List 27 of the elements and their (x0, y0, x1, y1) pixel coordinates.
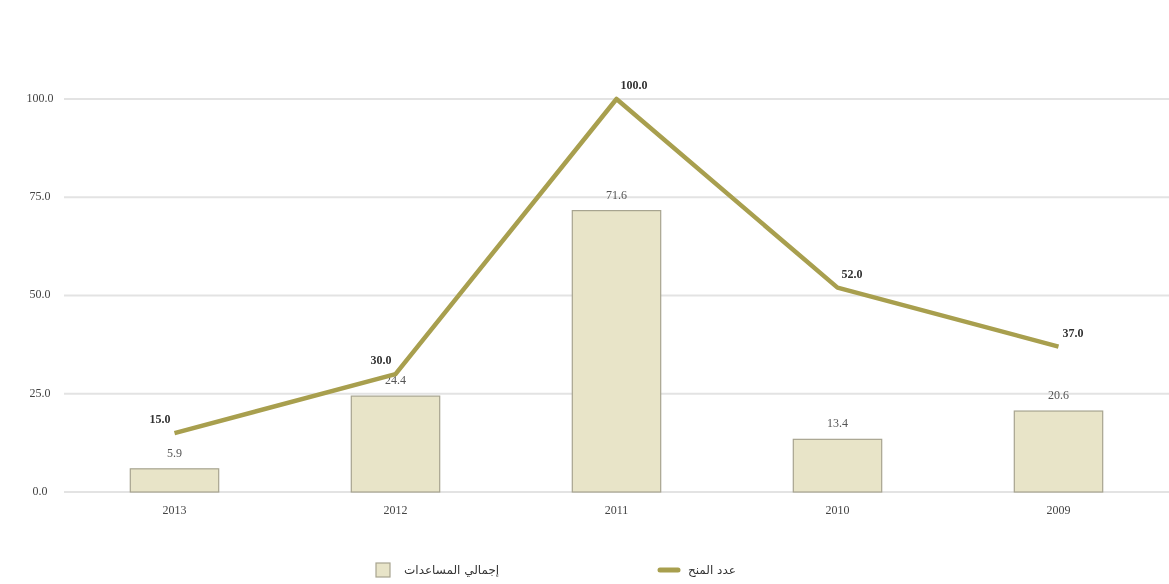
data-label: 52.0 (841, 266, 863, 281)
data-label: 24.4 (385, 373, 406, 388)
y-tick-label: 25.0 (29, 385, 51, 400)
y-tick-label: 100.0 (26, 90, 54, 105)
data-label: 37.0 (1062, 325, 1084, 340)
x-tick-label: 2011 (604, 503, 629, 517)
x-tick-label: 2013 (162, 503, 187, 517)
bar (792, 438, 883, 493)
y-tick-label: 0.0 (32, 483, 48, 498)
data-label: 100.0 (620, 78, 648, 92)
data-label: 30.0 (370, 353, 392, 368)
x-tick-label: 2009 (1046, 503, 1071, 517)
legend-label: عدد المنح (688, 562, 736, 577)
bar (571, 210, 662, 493)
data-label: 15.0 (149, 412, 171, 427)
legend-label: إجمالي المساعدات (404, 562, 500, 577)
y-tick-label: 75.0 (29, 189, 51, 203)
data-label: 5.9 (167, 445, 182, 460)
data-label: 71.6 (606, 187, 627, 202)
data-label: 20.6 (1048, 388, 1069, 403)
x-tick-label: 2012 (383, 503, 408, 517)
x-tick-label: 2010 (825, 503, 850, 517)
bar (1013, 410, 1104, 493)
bar (350, 395, 441, 493)
data-label: 13.4 (827, 416, 848, 431)
y-tick-label: 50.0 (29, 287, 51, 302)
bar (129, 468, 220, 493)
